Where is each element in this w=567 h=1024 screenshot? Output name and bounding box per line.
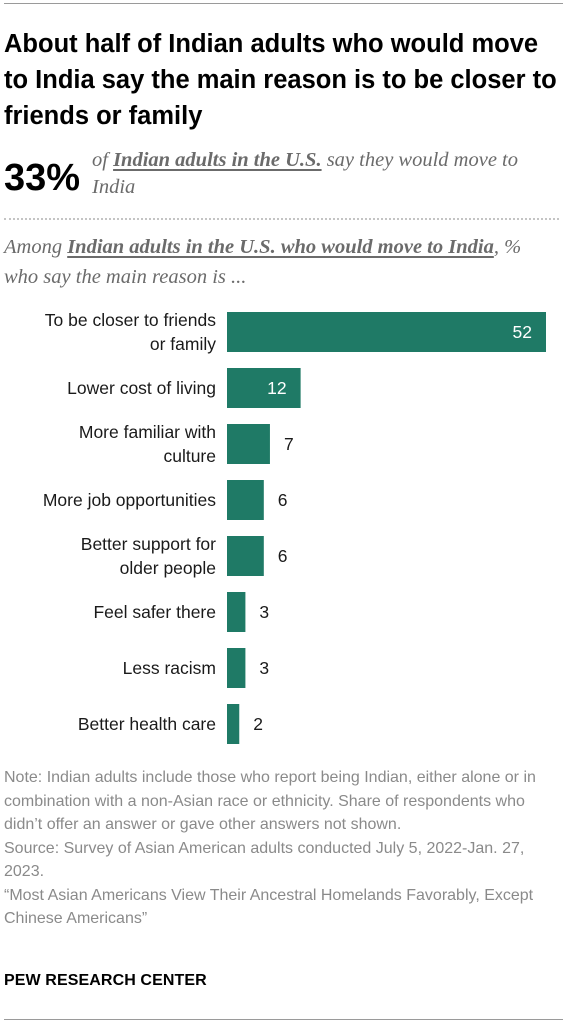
category-label: Better support for older people — [81, 534, 216, 578]
value-label: 12 — [267, 378, 286, 398]
source-text: Source: Survey of Asian American adults … — [4, 839, 525, 881]
bar — [227, 368, 301, 408]
source-org-logo: PEW RESEARCH CENTER — [4, 972, 207, 989]
value-label: 3 — [259, 602, 269, 622]
highlight-prefix: of — [92, 149, 114, 171]
value-label: 2 — [253, 714, 263, 734]
highlight-text: of Indian adults in the U.S. say they wo… — [92, 147, 562, 201]
highlight-suffix: say they would move to India — [92, 149, 518, 198]
category-label: More job opportunities — [43, 490, 216, 510]
subtitle-suffix: , % who say the main reason is ... — [4, 236, 522, 288]
bar — [227, 312, 546, 352]
chart-subtitle: Among Indian adults in the U.S. who woul… — [4, 232, 560, 292]
note-text: Note: Indian adults include those who re… — [4, 769, 536, 833]
value-label: 3 — [259, 658, 269, 678]
subtitle-emphasis: Indian adults in the U.S. who would move… — [67, 236, 494, 258]
report-title-text: “Most Asian Americans View Their Ancestr… — [4, 886, 534, 928]
bar — [227, 536, 264, 576]
bar — [227, 424, 270, 464]
bar — [227, 704, 240, 744]
category-label: Less racism — [123, 658, 216, 678]
category-label: Lower cost of living — [67, 378, 216, 398]
value-label: 52 — [513, 322, 532, 342]
dotted-divider — [4, 218, 559, 220]
notes-block: Note: Indian adults include those who re… — [4, 766, 560, 931]
bar — [227, 480, 264, 520]
highlight-emphasis: Indian adults in the U.S. — [113, 149, 322, 171]
top-rule — [4, 3, 563, 4]
category-label: Feel safer there — [93, 602, 216, 622]
category-label: Better health care — [78, 714, 216, 734]
bar-chart: To be closer to friends or family 52 Lower … — [43, 310, 546, 744]
highlight-value: 33% — [4, 157, 81, 199]
bar — [227, 592, 246, 632]
bar — [227, 648, 246, 688]
value-label: 6 — [278, 490, 288, 510]
subtitle-prefix: Among — [4, 236, 68, 258]
chart-title: About half of Indian adults who would mo… — [4, 30, 557, 130]
category-label: To be closer to friends or family — [45, 310, 216, 354]
value-label: 7 — [284, 434, 294, 454]
bottom-rule — [4, 1019, 563, 1020]
value-label: 6 — [278, 546, 288, 566]
category-label: More familiar with culture — [79, 422, 216, 466]
